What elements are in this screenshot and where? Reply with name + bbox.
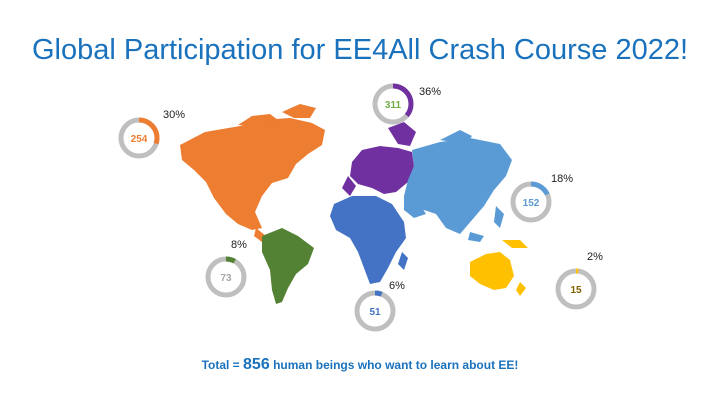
percent-label-north-america: 30% xyxy=(163,109,186,121)
total-caption: Total = 856 human beings who want to lea… xyxy=(0,356,720,374)
donut-africa: 51 xyxy=(354,290,396,332)
donut-count: 311 xyxy=(385,100,402,111)
donut-count: 15 xyxy=(570,285,582,296)
donut-count: 51 xyxy=(369,307,381,318)
page-title: Global Participation for EE4All Crash Co… xyxy=(31,34,689,66)
donut-fill xyxy=(354,290,396,332)
donut-count: 73 xyxy=(220,273,232,284)
donut-europe: 311 xyxy=(372,83,414,125)
donut-south-america: 73 xyxy=(205,256,247,298)
donut-north-america: 254 xyxy=(118,117,160,159)
continent-asia xyxy=(404,130,512,242)
donut-fill xyxy=(510,181,552,223)
donut-count: 152 xyxy=(523,198,540,209)
percent-label-oceania: 2% xyxy=(587,251,603,263)
percent-label-south-america: 8% xyxy=(231,239,247,251)
percent-label-asia: 18% xyxy=(551,173,574,185)
donut-fill xyxy=(118,117,160,159)
continent-south-america xyxy=(262,228,314,304)
donut-count: 254 xyxy=(131,134,148,145)
donut-oceania: 15 xyxy=(555,268,597,310)
donut-fill xyxy=(372,83,414,125)
percent-label-africa: 6% xyxy=(389,280,405,292)
total-prefix: Total = xyxy=(201,358,244,372)
percent-label-europe: 36% xyxy=(419,86,442,98)
continent-north-america xyxy=(180,104,325,242)
total-suffix: human beings who want to learn about EE! xyxy=(269,358,519,372)
donut-fill xyxy=(555,268,597,310)
continent-africa xyxy=(330,196,408,284)
continent-europe xyxy=(342,122,416,196)
total-number: 856 xyxy=(243,356,270,373)
donut-asia: 152 xyxy=(510,181,552,223)
continent-oceania xyxy=(470,240,528,296)
donut-fill xyxy=(205,256,247,298)
